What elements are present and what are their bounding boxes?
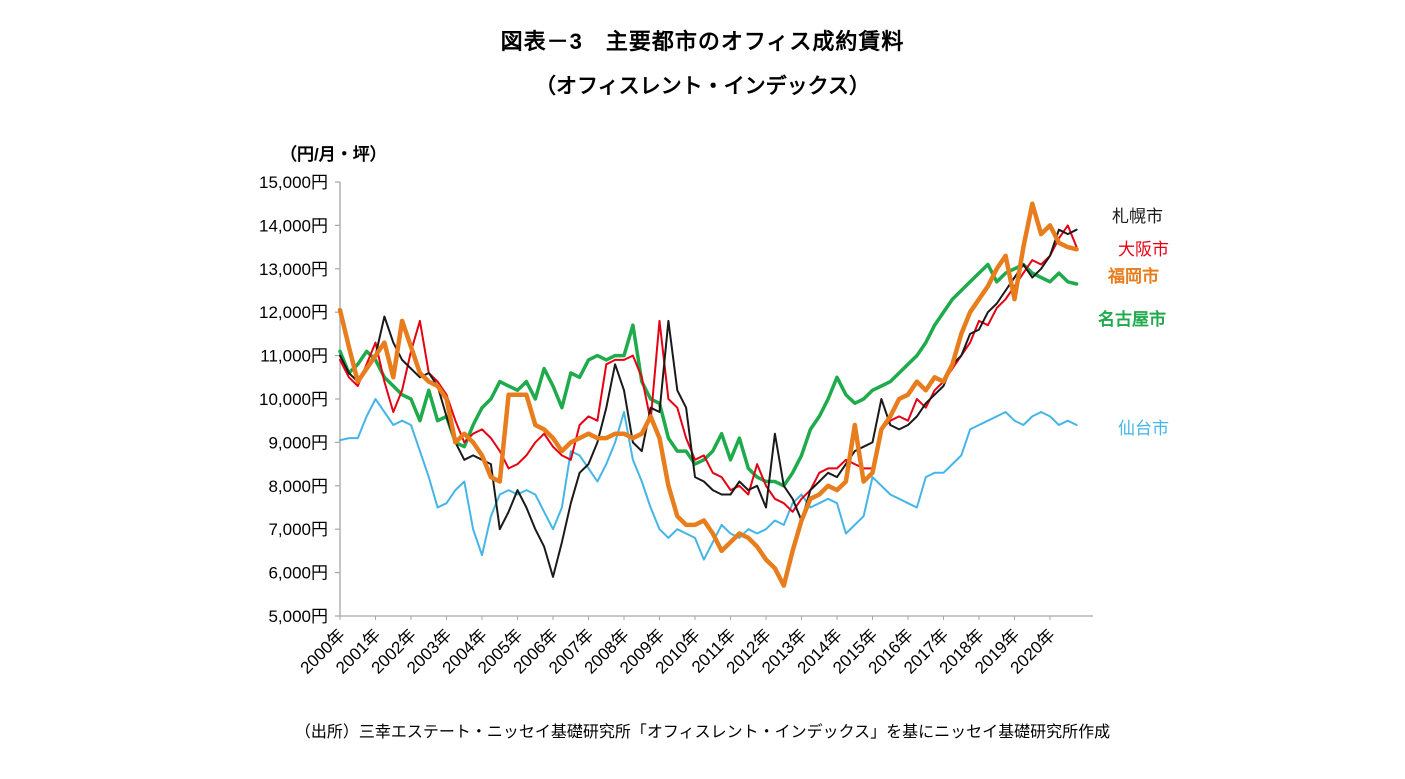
legend-sapporo: 札幌市	[1112, 207, 1163, 226]
source-note: （出所）三幸エステート・ニッセイ基礎研究所「オフィスレント・インデックス」を基に…	[294, 724, 1111, 741]
y-axis-unit-label: （円/月・坪）	[280, 145, 387, 164]
legend-sendai: 仙台市	[1118, 419, 1169, 438]
y-tick-label: 14,000円	[259, 216, 328, 235]
y-tick-label: 8,000円	[268, 477, 328, 496]
y-tick-label: 15,000円	[259, 173, 328, 192]
legend-nagoya: 名古屋市	[1098, 310, 1166, 329]
y-tick-label: 12,000円	[259, 303, 328, 322]
series-line-nagoya	[338, 262, 1079, 488]
series-line-fukuoka	[337, 201, 1079, 588]
y-tick-label: 11,000円	[260, 347, 328, 366]
y-tick-label: 9,000円	[268, 433, 328, 452]
chart-title-line1: 図表－3 主要都市のオフィス成約賃料	[500, 29, 905, 54]
y-tick-label: 7,000円	[268, 520, 328, 539]
y-tick-label: 5,000円	[268, 607, 328, 626]
series-line-sendai	[339, 398, 1078, 561]
legend-osaka: 大阪市	[1118, 240, 1169, 259]
y-tick-label: 6,000円	[268, 564, 328, 583]
legend-fukuoka: 福岡市	[1108, 267, 1159, 286]
y-tick-label: 10,000円	[259, 390, 328, 409]
series-line-osaka	[339, 224, 1078, 513]
chart-title-line2: （オフィスレント・インデックス）	[535, 75, 870, 98]
y-tick-label: 13,000円	[259, 260, 328, 279]
